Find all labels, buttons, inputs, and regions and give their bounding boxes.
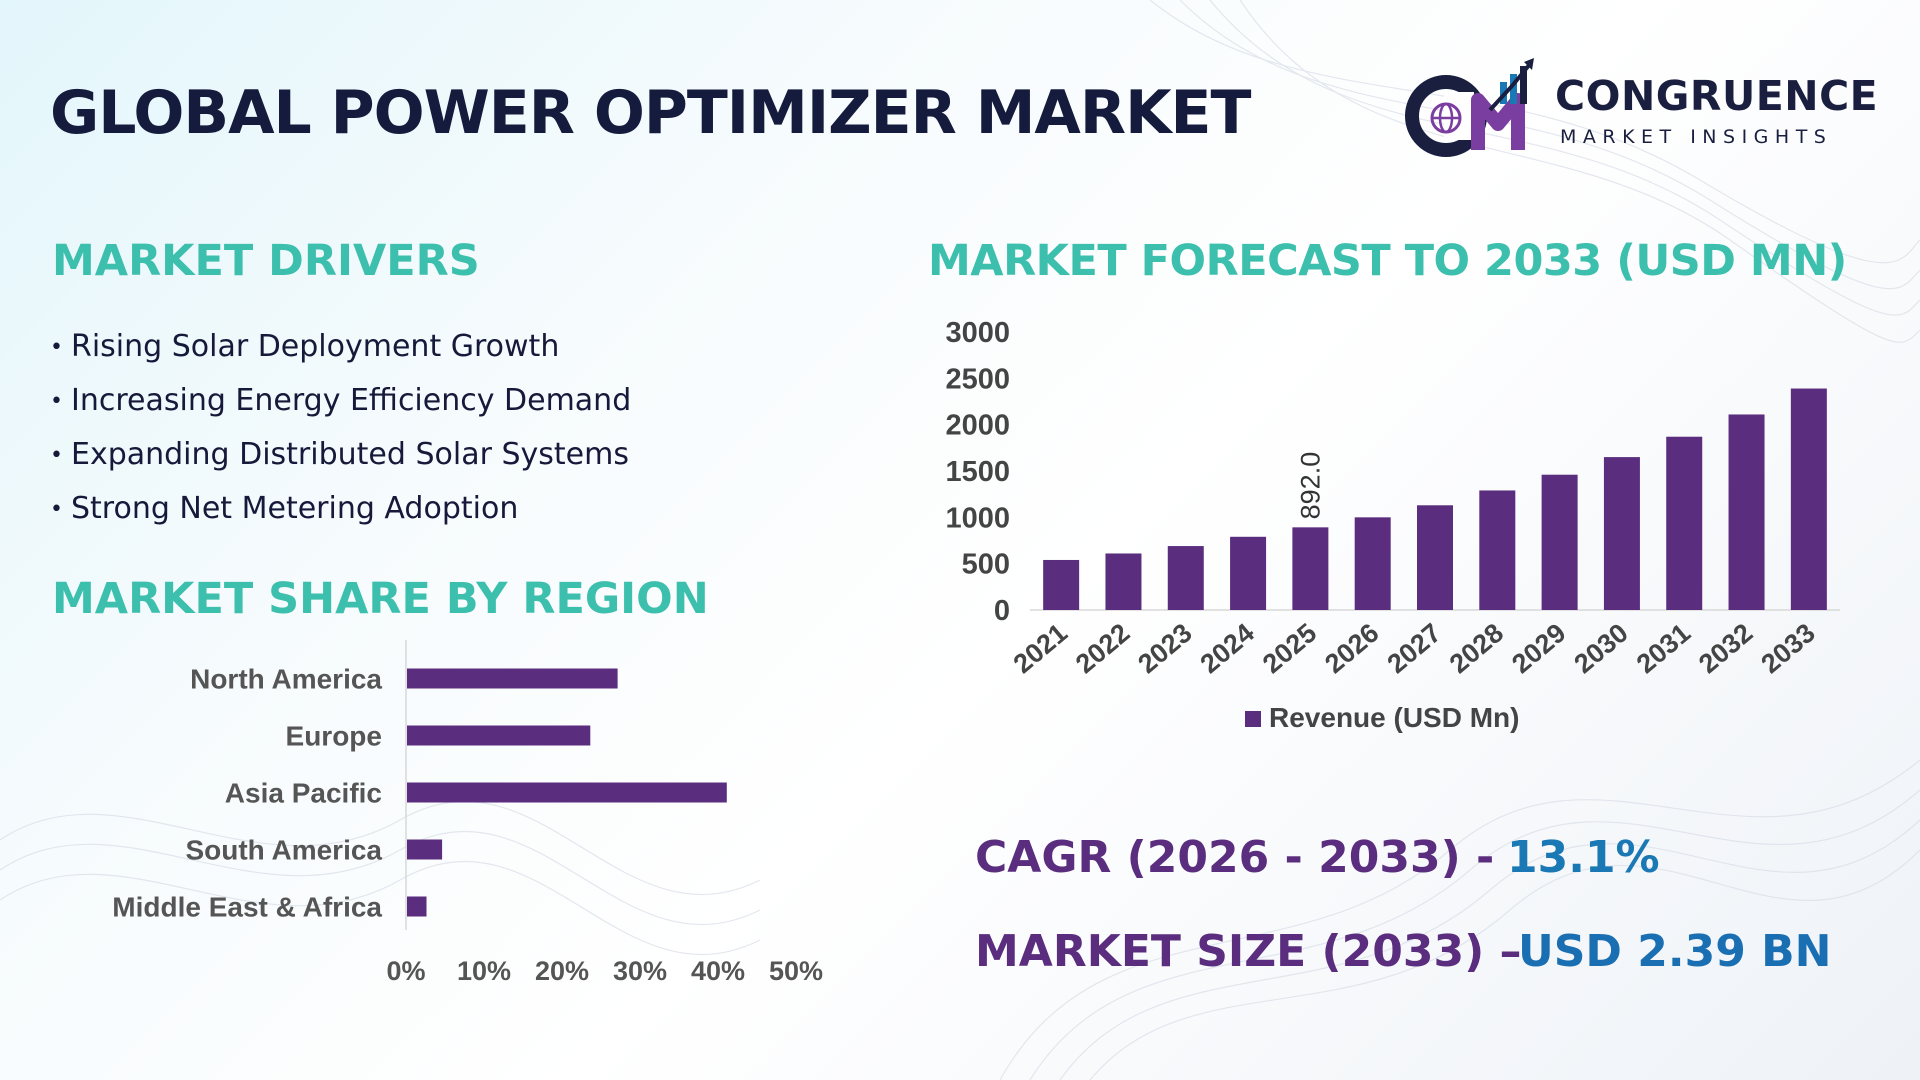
- driver-text: Strong Net Metering Adoption: [70, 491, 519, 526]
- forecast-y-tick: 1500: [945, 456, 1010, 488]
- forecast-x-tick: 2022: [1070, 618, 1135, 680]
- forecast-x-tick: 2028: [1444, 618, 1509, 680]
- forecast-y-tick: 3000: [945, 317, 1010, 349]
- driver-item: • Expanding Distributed Solar Systems: [50, 428, 631, 482]
- region-bar: [407, 725, 591, 746]
- forecast-y-tick: 2500: [945, 363, 1010, 395]
- cagr-value: 13.1%: [1507, 832, 1660, 883]
- region-bar: [407, 668, 618, 689]
- forecast-x-tick: 2023: [1132, 618, 1197, 680]
- forecast-x-tick: 2024: [1195, 618, 1260, 680]
- region-x-tick: 20%: [535, 956, 589, 986]
- brand-tagline: MARKET INSIGHTS: [1560, 126, 1833, 148]
- region-label: Middle East & Africa: [112, 892, 382, 923]
- forecast-x-tick: 2032: [1693, 618, 1758, 680]
- region-label: Europe: [286, 721, 382, 752]
- region-x-tick: 30%: [613, 956, 667, 986]
- forecast-x-tick: 2030: [1568, 618, 1633, 680]
- market-drivers-heading: MARKET DRIVERS: [52, 236, 480, 286]
- forecast-x-tick: 2021: [1008, 618, 1073, 680]
- region-bar: [407, 782, 727, 803]
- legend-label: Revenue (USD Mn): [1269, 702, 1519, 733]
- forecast-x-tick: 2033: [1755, 618, 1820, 680]
- forecast-x-tick: 2026: [1319, 618, 1384, 680]
- forecast-bar: [1354, 517, 1391, 610]
- legend-swatch: [1245, 711, 1261, 727]
- region-bar: [407, 839, 443, 860]
- forecast-bar: [1105, 553, 1142, 610]
- driver-item: • Strong Net Metering Adoption: [50, 482, 631, 536]
- region-x-tick: 40%: [691, 956, 745, 986]
- region-x-tick: 50%: [769, 956, 823, 986]
- forecast-bar: [1728, 414, 1765, 610]
- forecast-bar: [1541, 474, 1578, 610]
- bullet-icon: •: [50, 497, 63, 522]
- bullet-icon: •: [50, 389, 63, 414]
- forecast-x-tick: 2027: [1382, 618, 1447, 680]
- forecast-bar: [1417, 505, 1453, 610]
- forecast-bar: [1790, 388, 1827, 610]
- region-bar: [407, 896, 427, 917]
- region-label: North America: [190, 664, 382, 695]
- brand-logo-mark: CM: [1405, 58, 1534, 157]
- forecast-y-tick: 500: [962, 549, 1010, 581]
- region-x-tick: 0%: [386, 956, 425, 986]
- forecast-data-label: 892.0: [1295, 452, 1325, 520]
- forecast-bar: [1167, 546, 1204, 610]
- brand-name: CONGRUENCE: [1555, 72, 1879, 120]
- market-size-value: USD 2.39 BN: [1518, 926, 1832, 977]
- forecast-x-tick: 2031: [1631, 618, 1696, 680]
- forecast-bar: [1230, 536, 1267, 610]
- driver-text: Rising Solar Deployment Growth: [70, 329, 560, 364]
- forecast-x-tick: 2025: [1257, 618, 1322, 680]
- forecast-bar: [1603, 457, 1640, 610]
- region-label: South America: [185, 835, 382, 866]
- brand-logo: CM CONGRUENCE MARKET INSIGHTS: [1400, 52, 1878, 162]
- forecast-y-tick: 2000: [945, 410, 1010, 442]
- page-title: GLOBAL POWER OPTIMIZER MARKET: [50, 78, 1251, 148]
- bullet-icon: •: [50, 335, 63, 360]
- forecast-bar: [1292, 527, 1329, 610]
- revenue-forecast-bar-chart: 0 500 1000 1500 2000 2500 3000 2021202220232024…: [945, 317, 1840, 733]
- market-size-label: MARKET SIZE (2033) –: [975, 926, 1522, 977]
- driver-text: Increasing Energy Efficiency Demand: [70, 383, 632, 418]
- market-forecast-heading: MARKET FORECAST TO 2033 (USD MN): [928, 236, 1847, 286]
- region-label: Asia Pacific: [225, 778, 382, 809]
- forecast-bar: [1666, 436, 1703, 610]
- driver-item: • Rising Solar Deployment Growth: [50, 320, 631, 374]
- driver-text: Expanding Distributed Solar Systems: [70, 437, 629, 472]
- forecast-y-tick: 0: [994, 595, 1010, 627]
- cagr-label: CAGR (2026 - 2033) -: [975, 832, 1495, 883]
- bullet-icon: •: [50, 443, 63, 468]
- driver-item: • Increasing Energy Efficiency Demand: [50, 374, 631, 428]
- forecast-y-tick: 1000: [945, 502, 1010, 534]
- forecast-bar: [1479, 490, 1516, 610]
- forecast-x-tick: 2029: [1506, 618, 1571, 680]
- market-drivers-list: • Rising Solar Deployment Growth • Increas…: [50, 320, 631, 536]
- forecast-bar: [1043, 559, 1080, 610]
- region-x-tick: 10%: [457, 956, 511, 986]
- region-share-bar-chart: North America Europe Asia Pacific South Ame…: [112, 640, 823, 986]
- market-share-heading: MARKET SHARE BY REGION: [52, 574, 709, 624]
